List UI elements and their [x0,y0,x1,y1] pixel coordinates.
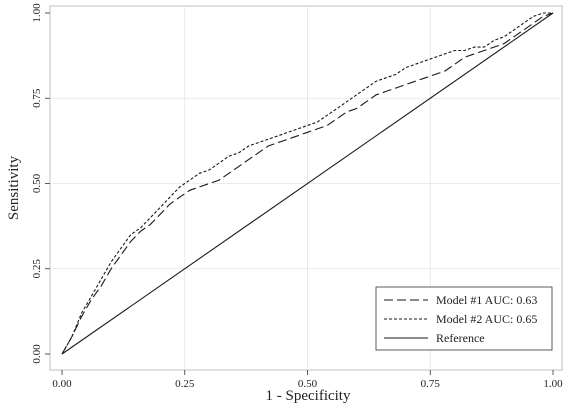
y-tick-label: 0.50 [31,173,43,193]
series-line-1 [61,12,554,355]
y-tick-label: 1.00 [31,3,43,23]
legend-label-reference: Reference [436,331,485,345]
x-tick-label: 0.75 [421,378,441,390]
y-tick-label: 0.25 [31,259,43,279]
axes: 0.00 0.25 0.50 0.75 1.00 0.00 0.25 0.50 0.75 1.00 [31,3,563,390]
x-tick-label: 0.00 [52,378,72,390]
grid-lines [50,6,562,370]
series-line-3 [61,12,554,355]
x-tick-label: 0.25 [175,378,195,390]
x-tick-label: 0.50 [298,378,318,390]
x-axis-title: 1 - Specificity [266,388,351,404]
legend-label-model-1: Model #1 AUC: 0.63 [436,293,537,307]
y-axis-title: Sensitivity [6,155,22,220]
legend: Model #1 AUC: 0.63 Model #2 AUC: 0.65 Re… [375,286,553,351]
y-tick-label: 0.75 [31,88,43,108]
legend-label-model-2: Model #2 AUC: 0.65 [436,312,537,326]
x-tick-label: 1.00 [543,378,563,390]
series-lines [61,12,554,355]
y-tick-label: 0.00 [31,344,43,364]
